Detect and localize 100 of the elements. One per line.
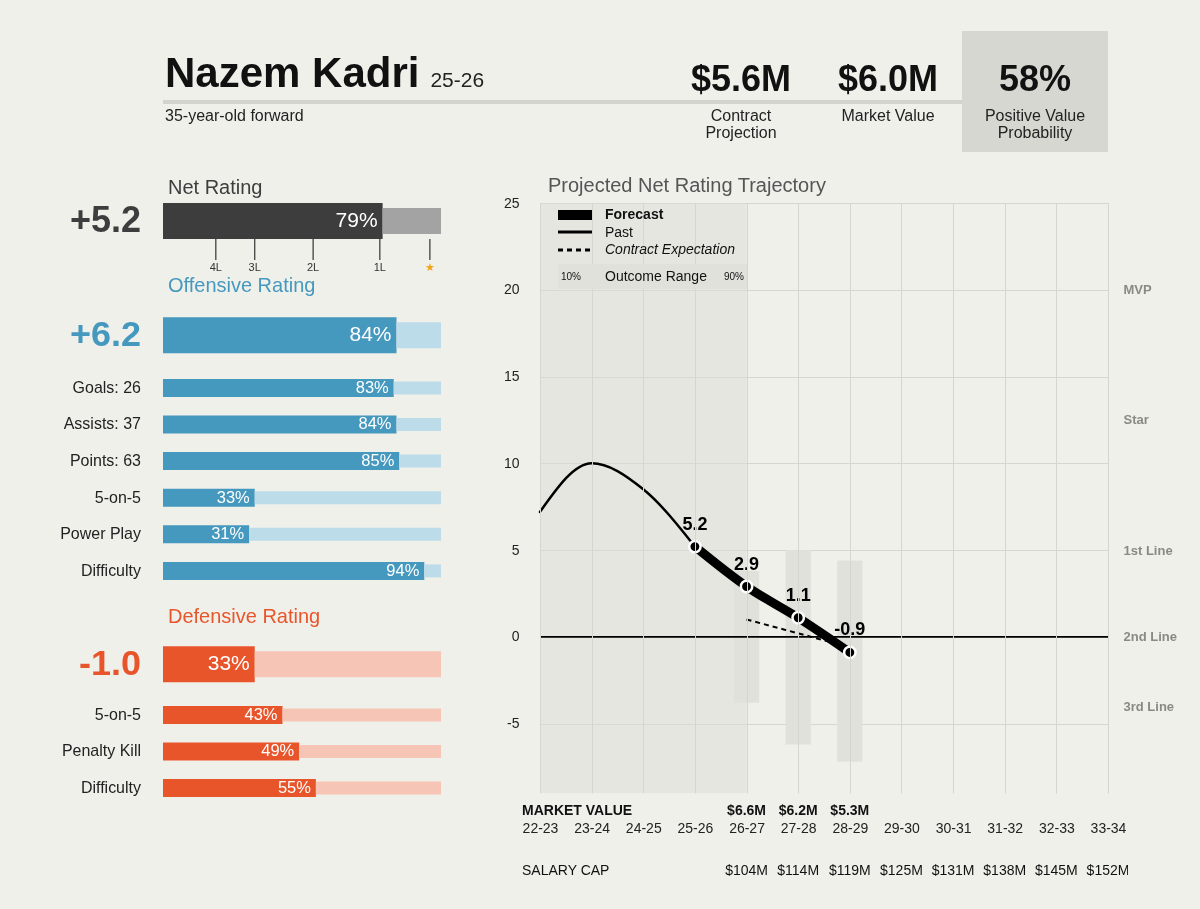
data-label: $119M (828, 862, 871, 878)
x-tick-label: 22-23 (522, 819, 559, 836)
data-label: 5.2 (682, 513, 708, 534)
point (687, 539, 702, 554)
bar (399, 454, 441, 468)
bar (163, 415, 397, 434)
data-label: 43% (244, 704, 278, 723)
data-label: 33% (207, 651, 250, 675)
y-tick-label: -5 (507, 715, 520, 732)
text: Outcome Range (605, 266, 707, 286)
bar (396, 418, 441, 432)
chart-title: Offensive Rating (168, 274, 316, 297)
legend-label: Contract Expectation (605, 241, 735, 259)
text: 25-26 (430, 68, 485, 91)
y-tick-label: 25 (503, 194, 520, 211)
data-label: 79% (335, 208, 378, 231)
chart-title: Projected Net Rating Trajectory (548, 174, 826, 196)
legend-label: Past (605, 223, 634, 241)
x-tick-label: 29-30 (884, 819, 921, 836)
ref-line-label: ★ (424, 261, 435, 273)
ref-line-label: 1L (373, 261, 386, 273)
data-label: $152M (1086, 862, 1130, 878)
y-tick-label: Goals: 26 (72, 378, 142, 396)
y-tick-label: Points: 63 (69, 452, 142, 470)
bar (393, 381, 441, 395)
annotation: 90% (723, 269, 744, 284)
y-tick-label: 5-on-5 (94, 488, 142, 506)
ref-line-label: 3L (248, 261, 261, 273)
category-label: 3rd Line (1123, 698, 1175, 714)
point (739, 579, 754, 594)
text: Positive Value Probability (983, 107, 1087, 141)
data-label: 85% (361, 451, 395, 470)
y-tick-label: Difficulty (80, 561, 142, 579)
bar (424, 564, 441, 578)
y-tick-label: MARKET VALUE (522, 802, 633, 818)
y-tick-label: +6.2 (69, 313, 141, 355)
data-label: 83% (355, 377, 390, 396)
data-label: 84% (358, 414, 392, 433)
data-label: $104M (725, 862, 768, 878)
y-tick-label: 5 (511, 541, 520, 558)
data-label: 2.9 (734, 553, 760, 574)
y-tick-label: Power Play (60, 525, 142, 543)
data-label: 31% (211, 524, 245, 543)
data-label: $131M (931, 862, 975, 878)
y-tick-label: -1.0 (78, 642, 141, 684)
chart-title: Net Rating (168, 176, 263, 198)
text: 58% (997, 58, 1073, 99)
legend-label: Forecast (605, 206, 664, 224)
data-label: 33% (216, 487, 251, 506)
bar (254, 491, 441, 505)
text: $6.0M (836, 58, 940, 99)
x-tick-label: 23-24 (574, 819, 611, 836)
annotation: 10% (561, 269, 582, 284)
x-tick-label: 30-31 (935, 819, 972, 836)
bar (249, 527, 441, 541)
text: $5.6M (689, 58, 793, 99)
y-tick-label: 5-on-5 (94, 705, 142, 723)
text: Nazem Kadri (165, 49, 420, 96)
data-label: 94% (386, 560, 420, 579)
x-tick-label: 32-33 (1038, 819, 1075, 836)
data-label: $114M (777, 862, 820, 878)
y-tick-label: Assists: 37 (63, 415, 142, 433)
text: +5.2 (69, 199, 141, 240)
data-label: $6.2M (778, 802, 818, 818)
y-tick-label: 0 (511, 628, 520, 645)
ref-line-label: 2L (306, 261, 320, 273)
y-tick-label: Difficulty (80, 779, 142, 797)
x-tick-label: 31-32 (987, 819, 1024, 836)
bar (163, 561, 425, 580)
y-tick-label: 20 (503, 281, 520, 298)
text: Market Value (840, 107, 936, 124)
x-tick-label: 24-25 (625, 819, 662, 836)
ref-line-label: 4L (209, 261, 222, 273)
x-tick-label: 26-27 (729, 819, 766, 836)
data-label: $138M (983, 862, 1027, 878)
y-tick-label: Penalty Kill (61, 742, 141, 760)
category-label: 2nd Line (1123, 629, 1177, 645)
point (791, 610, 806, 625)
data-label: -0.9 (834, 619, 866, 640)
y-tick-label: 15 (503, 368, 520, 385)
data-label: $145M (1034, 862, 1078, 878)
x-tick-label: 33-34 (1090, 819, 1127, 836)
text: 35-year-old forward (165, 107, 304, 125)
category-label: MVP (1123, 282, 1152, 298)
category-label: 1st Line (1123, 542, 1173, 558)
data-label: $125M (880, 862, 923, 878)
point (842, 645, 857, 660)
category-label: Star (1123, 412, 1149, 428)
data-label: $6.6M (727, 802, 767, 818)
y-tick-label: SALARY CAP (522, 862, 610, 878)
y-tick-label: 10 (503, 454, 520, 471)
bar (163, 452, 400, 471)
data-label: 49% (261, 741, 295, 760)
bar (163, 378, 394, 397)
data-label: 1.1 (785, 584, 811, 605)
x-tick-label: 27-28 (780, 819, 817, 836)
data-label: 84% (349, 322, 392, 346)
chart-title: Defensive Rating (168, 605, 321, 628)
x-tick-label: 28-29 (832, 819, 869, 836)
data-label: 55% (277, 778, 312, 797)
